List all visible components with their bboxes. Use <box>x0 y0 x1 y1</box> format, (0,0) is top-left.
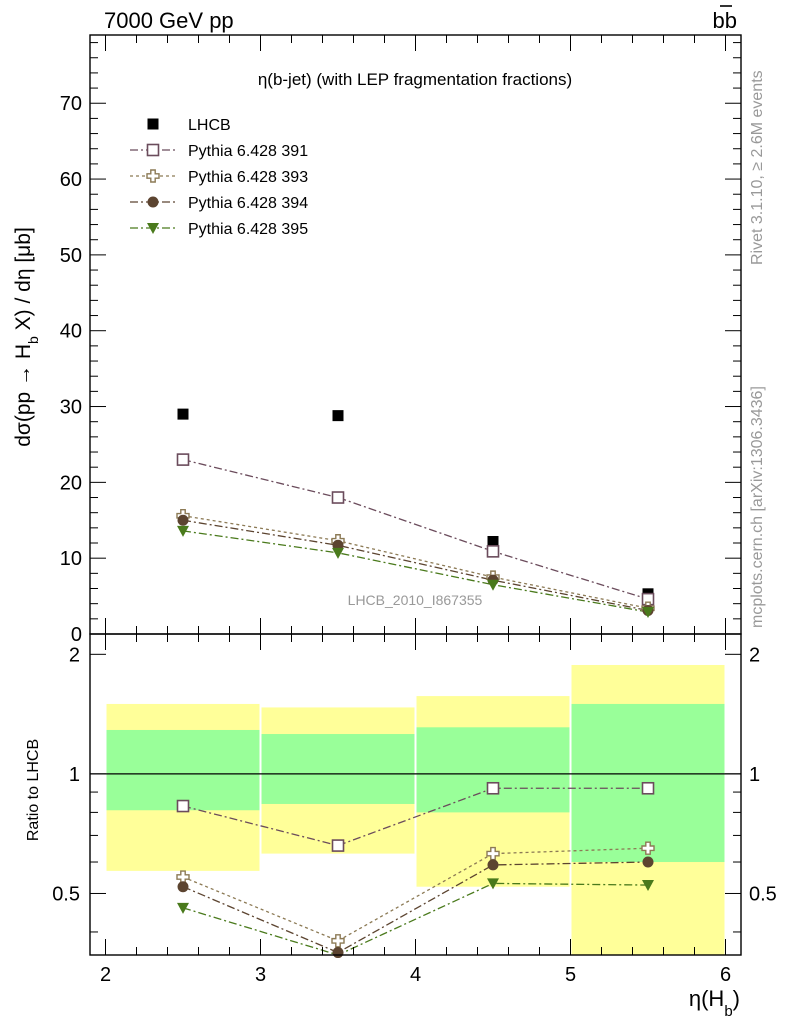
header-right-bar: b <box>725 8 737 33</box>
legend-marker-1 <box>146 143 160 157</box>
ratio-point-1-2 <box>486 846 500 861</box>
main-point-4-2 <box>487 579 499 591</box>
main-point-4-3 <box>642 607 654 619</box>
main-ytick-label: 40 <box>60 321 82 343</box>
legend-label-1: Pythia 6.428 391 <box>188 143 308 160</box>
main-ytick-label: 20 <box>60 472 82 494</box>
legend-marker-3 <box>147 196 159 208</box>
ratio-point-1-1 <box>331 934 345 948</box>
legend-marker-2 <box>146 169 160 183</box>
header-right-label: bb <box>713 8 738 33</box>
legend-label-4: Pythia 6.428 395 <box>188 221 308 238</box>
main-point-1-0 <box>176 453 190 466</box>
ratio-xtick-label: 4 <box>410 964 421 986</box>
ratio-series-line-0 <box>182 787 648 847</box>
mcplots-label: mcplots.cern.ch [arXiv:1306.3436] <box>749 386 766 628</box>
main-watermark: LHCB_2010_I867355 <box>348 592 483 608</box>
main-point-0-2 <box>487 535 499 547</box>
main-point-0-0 <box>177 408 189 420</box>
ratio-point-3-3 <box>642 880 654 892</box>
ratio-point-0-3 <box>641 781 655 795</box>
main-point-3-0 <box>177 514 189 526</box>
main-ylabel: dσ(pp → Hb X) / dη [μb] <box>12 227 41 447</box>
main-point-1-1 <box>331 491 345 504</box>
ratio-series-line-2 <box>182 861 649 954</box>
main-series-line-2 <box>182 515 649 609</box>
main-ytick-label: 50 <box>60 245 82 267</box>
ratio-ytick-label-right: 2 <box>749 644 760 666</box>
header-left-label: 7000 GeV pp <box>104 8 234 33</box>
legend-label-3: Pythia 6.428 394 <box>188 195 308 212</box>
ratio-point-2-0 <box>177 881 189 893</box>
main-point-1-2 <box>486 545 500 558</box>
main-ytick-label: 70 <box>60 93 82 115</box>
ratio-point-3-0 <box>177 902 189 914</box>
ratio-xtick-label: 5 <box>565 964 576 986</box>
main-ytick-label: 0 <box>71 624 82 646</box>
ratio-point-1-3 <box>641 841 655 855</box>
main-title: η(b-jet) (with LEP fragmentation fractio… <box>258 70 572 89</box>
ratio-point-2-1 <box>332 947 344 959</box>
main-ytick-label: 10 <box>60 548 82 570</box>
main-series-line-4 <box>182 530 649 613</box>
ratio-bands <box>90 664 741 955</box>
legend-label-2: Pythia 6.428 393 <box>188 169 308 186</box>
header-right-main: b <box>713 8 725 33</box>
main-point-0-1 <box>332 410 344 422</box>
main-series-markers <box>176 408 655 619</box>
ratio-series-line-3 <box>182 882 649 956</box>
ratio-point-0-1 <box>331 839 345 852</box>
ratio-band-green-0 <box>106 729 260 811</box>
ratio-point-0-0 <box>176 799 190 813</box>
ratio-series-lines <box>182 787 649 956</box>
ratio-band-green-2 <box>416 727 570 813</box>
ratio-xtick-label: 2 <box>100 964 111 986</box>
ratio-ytick-label-left: 0.5 <box>52 883 80 905</box>
legend-marker-4 <box>147 223 159 234</box>
ratio-point-3-2 <box>487 878 499 890</box>
main-point-4-1 <box>332 547 344 559</box>
main-axes: 0 10 20 30 40 50 60 70 <box>60 34 742 646</box>
legend: LHCB Pythia 6.428 391 Pythia 6.428 393 Pyth… <box>130 117 308 238</box>
ratio-ylabel: Ratio to LHCB <box>25 739 42 841</box>
main-ytick-label: 60 <box>60 169 82 191</box>
ratio-ytick-label-right: 1 <box>749 764 760 786</box>
ratio-point-0-2 <box>486 781 500 795</box>
rivet-label: Rivet 3.1.10, ≥ 2.6M events <box>749 70 766 265</box>
main-series-lines <box>182 458 649 613</box>
ratio-xtick-label: 6 <box>720 964 731 986</box>
legend-marker-0 <box>147 118 159 130</box>
ratio-series-markers <box>176 781 655 959</box>
ratio-band-green-1 <box>261 734 415 804</box>
main-series-line-1 <box>182 458 649 600</box>
legend-label-0: LHCB <box>188 117 231 134</box>
ratio-ytick-label-left: 2 <box>69 644 80 666</box>
ratio-point-2-3 <box>642 856 654 868</box>
ratio-point-2-2 <box>487 859 499 871</box>
main-point-4-0 <box>177 525 189 537</box>
ratio-xlabel: η(Hb) <box>689 986 740 1020</box>
main-ytick-label: 30 <box>60 397 82 419</box>
main-series-line-3 <box>182 519 649 612</box>
ratio-axes: 2 3 4 5 6 0.5 0.5 1 1 2 2 <box>52 633 777 986</box>
ratio-ytick-label-left: 1 <box>69 764 80 786</box>
ratio-ytick-label-right: 0.5 <box>749 883 777 905</box>
ratio-xtick-label: 3 <box>255 964 266 986</box>
